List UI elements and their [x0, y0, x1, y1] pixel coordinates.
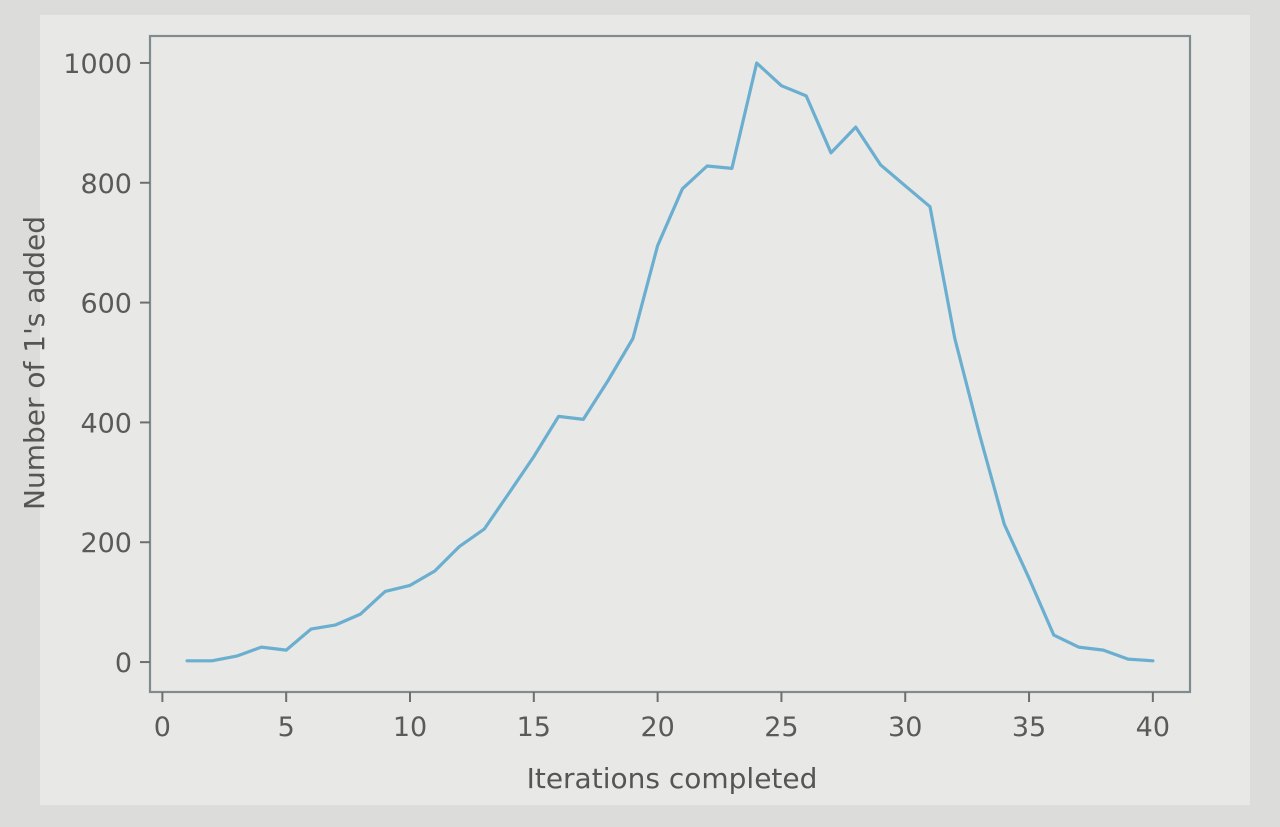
y-tick-label: 1000 — [63, 49, 132, 80]
plot-frame — [148, 34, 1192, 694]
series-line — [185, 61, 1155, 663]
series-layer — [185, 61, 1155, 663]
y-tick-label: 800 — [80, 169, 132, 200]
x-tick-label: 15 — [517, 712, 551, 743]
axes — [148, 34, 1192, 694]
x-ticks: 0 5 10 15 20 25 30 35 40 — [154, 692, 1170, 743]
x-tick-label: 10 — [393, 712, 427, 743]
y-tick-label: 0 — [115, 648, 132, 679]
x-tick-label: 0 — [154, 712, 171, 743]
x-tick-label: 5 — [278, 712, 295, 743]
y-tick-label: 200 — [80, 528, 132, 559]
x-tick-label: 25 — [764, 712, 798, 743]
screen-background — [40, 15, 1250, 805]
y-tick-label: 600 — [80, 289, 132, 320]
y-tick-label: 400 — [80, 408, 132, 439]
x-tick-label: 30 — [888, 712, 922, 743]
x-tick-label: 35 — [1012, 712, 1046, 743]
y-ticks: 0 200 400 600 800 1000 — [63, 49, 150, 679]
x-tick-label: 20 — [640, 712, 674, 743]
x-axis-label: Iterations completed — [527, 762, 818, 795]
y-axis-label: Number of 1's added — [18, 216, 51, 510]
x-tick-label: 40 — [1136, 712, 1170, 743]
